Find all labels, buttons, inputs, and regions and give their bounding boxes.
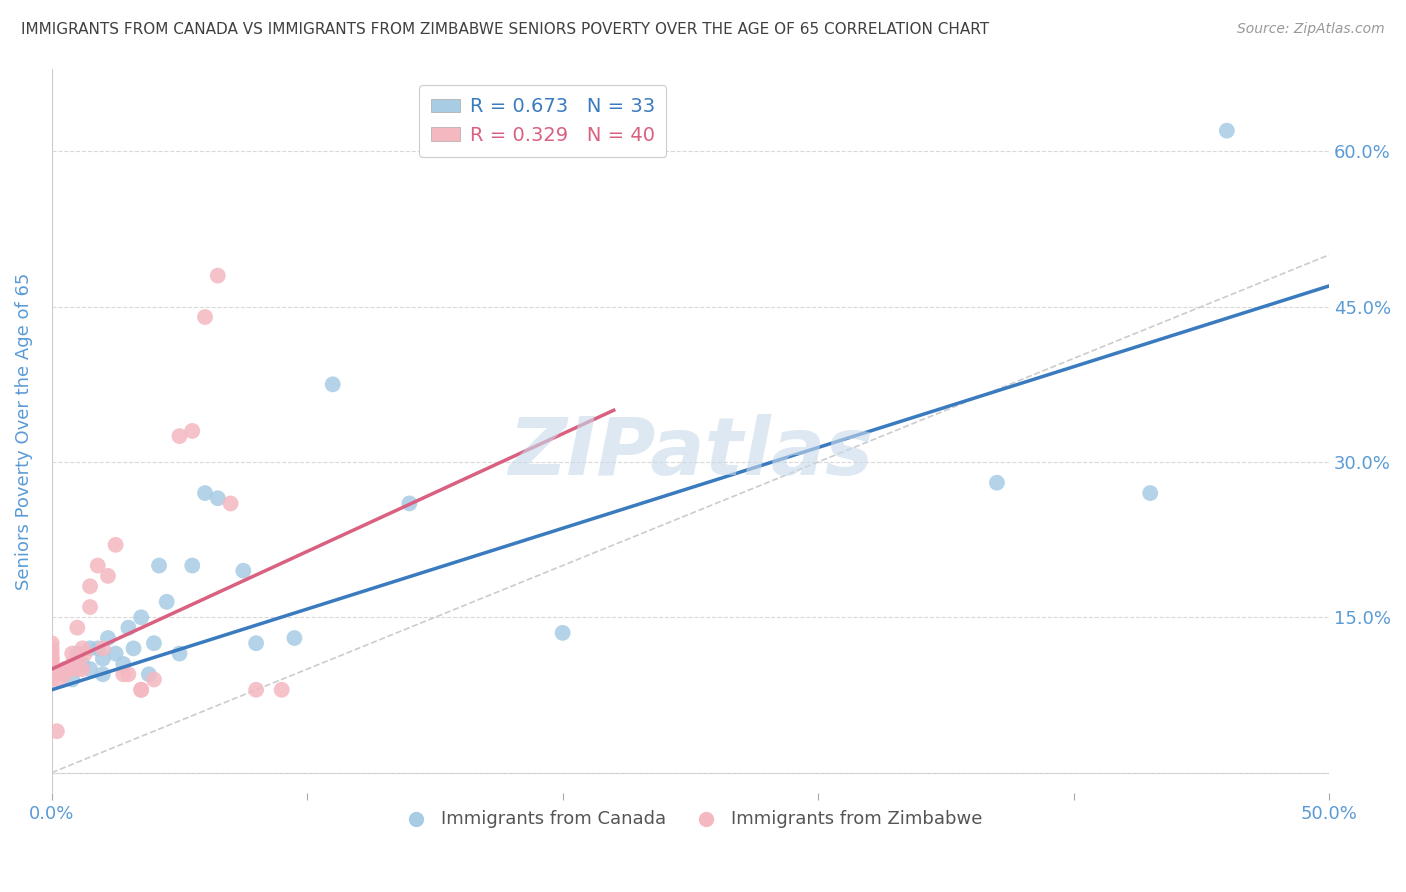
- Point: [87, 558, 110, 573]
- Point: [169, 647, 191, 661]
- Point: [97, 569, 120, 583]
- Point: [91, 641, 114, 656]
- Point: [87, 641, 110, 656]
- Point: [72, 657, 94, 671]
- Point: [117, 667, 139, 681]
- Point: [45, 724, 67, 739]
- Point: [41, 651, 63, 665]
- Point: [53, 667, 76, 681]
- Point: [79, 579, 101, 593]
- Point: [66, 621, 89, 635]
- Point: [1216, 123, 1239, 137]
- Point: [129, 682, 152, 697]
- Point: [129, 682, 152, 697]
- Point: [79, 599, 101, 614]
- Point: [398, 496, 420, 510]
- Point: [112, 657, 135, 671]
- Point: [1139, 486, 1161, 500]
- Point: [41, 673, 63, 687]
- Point: [41, 657, 63, 671]
- Point: [219, 496, 242, 510]
- Point: [551, 625, 574, 640]
- Point: [156, 595, 179, 609]
- Point: [104, 647, 127, 661]
- Point: [41, 641, 63, 656]
- Legend: Immigrants from Canada, Immigrants from Zimbabwe: Immigrants from Canada, Immigrants from …: [391, 803, 990, 835]
- Text: IMMIGRANTS FROM CANADA VS IMMIGRANTS FROM ZIMBABWE SENIORS POVERTY OVER THE AGE : IMMIGRANTS FROM CANADA VS IMMIGRANTS FRO…: [21, 22, 990, 37]
- Point: [72, 662, 94, 676]
- Point: [117, 621, 139, 635]
- Point: [207, 491, 229, 506]
- Point: [72, 641, 94, 656]
- Point: [91, 651, 114, 665]
- Point: [181, 558, 204, 573]
- Point: [104, 538, 127, 552]
- Point: [194, 310, 217, 324]
- Point: [232, 564, 254, 578]
- Point: [60, 673, 83, 687]
- Point: [59, 662, 82, 676]
- Point: [41, 647, 63, 661]
- Point: [56, 662, 79, 676]
- Point: [283, 631, 305, 645]
- Point: [53, 662, 76, 676]
- Point: [986, 475, 1008, 490]
- Point: [66, 662, 89, 676]
- Point: [66, 657, 89, 671]
- Point: [122, 641, 145, 656]
- Point: [169, 429, 191, 443]
- Point: [270, 682, 292, 697]
- Point: [79, 641, 101, 656]
- Y-axis label: Seniors Poverty Over the Age of 65: Seniors Poverty Over the Age of 65: [15, 272, 32, 590]
- Point: [66, 651, 89, 665]
- Point: [181, 424, 204, 438]
- Point: [194, 486, 217, 500]
- Point: [60, 647, 83, 661]
- Point: [97, 631, 120, 645]
- Point: [142, 673, 165, 687]
- Point: [322, 377, 344, 392]
- Point: [138, 667, 160, 681]
- Point: [112, 667, 135, 681]
- Point: [129, 610, 152, 624]
- Point: [41, 636, 63, 650]
- Point: [41, 662, 63, 676]
- Point: [245, 682, 267, 697]
- Point: [148, 558, 170, 573]
- Point: [79, 662, 101, 676]
- Point: [245, 636, 267, 650]
- Point: [91, 667, 114, 681]
- Point: [207, 268, 229, 283]
- Text: ZIPatlas: ZIPatlas: [508, 414, 873, 491]
- Point: [73, 647, 96, 661]
- Text: Source: ZipAtlas.com: Source: ZipAtlas.com: [1237, 22, 1385, 37]
- Point: [60, 657, 83, 671]
- Point: [142, 636, 165, 650]
- Point: [41, 651, 63, 665]
- Point: [53, 662, 76, 676]
- Point: [48, 673, 70, 687]
- Point: [66, 647, 89, 661]
